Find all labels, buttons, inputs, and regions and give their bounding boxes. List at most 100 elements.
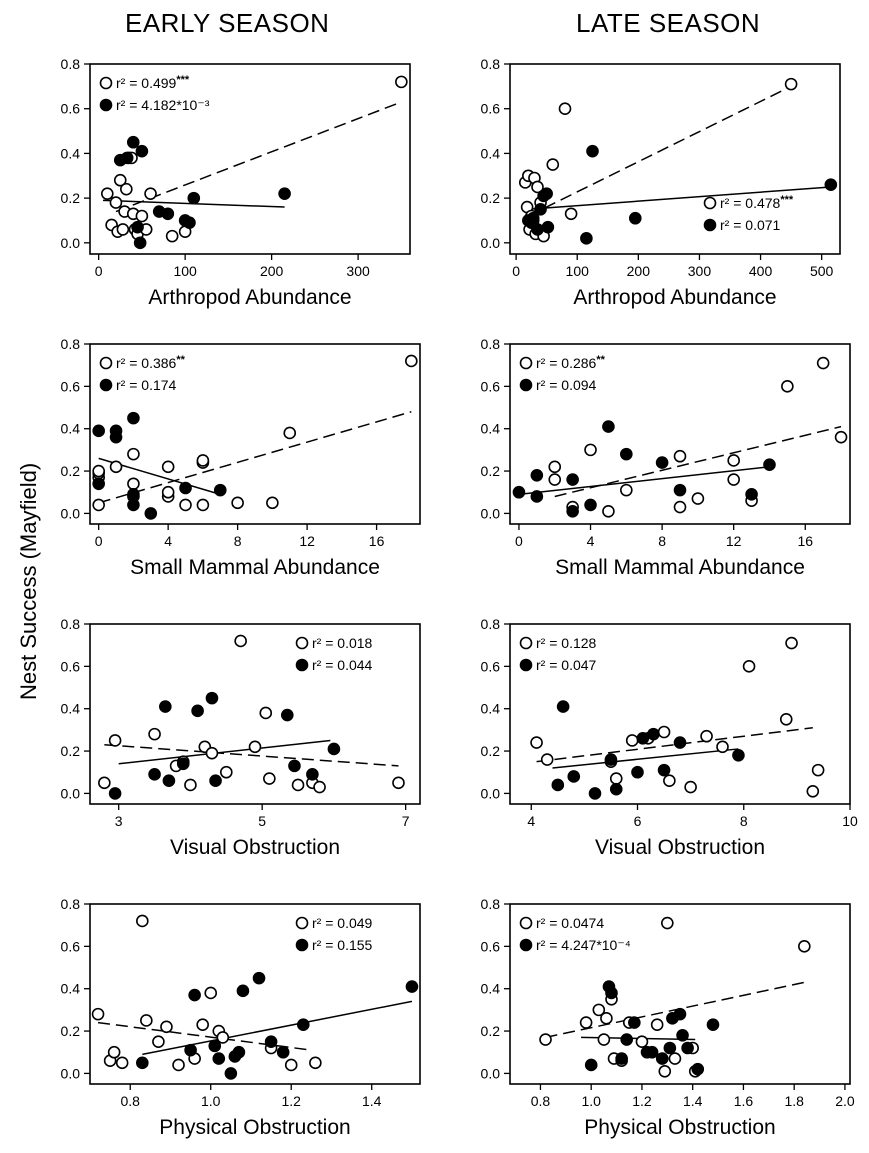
plot-frame	[89, 63, 411, 255]
filled-data-point	[405, 980, 419, 993]
open-data-point	[716, 740, 729, 754]
open-data-point	[109, 460, 123, 474]
filled-data-point	[109, 424, 123, 438]
x-tick-label: 100	[566, 263, 590, 279]
open-data-point	[673, 500, 687, 514]
filled-data-point	[276, 1045, 290, 1059]
y-tick-label: 0.8	[481, 56, 501, 72]
open-data-point	[540, 753, 554, 766]
open-data-point	[668, 1052, 682, 1065]
filled-data-point	[161, 207, 175, 221]
open-data-point	[620, 483, 633, 497]
open-data-point	[144, 187, 157, 200]
legend-marker-open	[519, 916, 533, 930]
filled-data-point	[176, 757, 190, 771]
y-tick-label: 0.4	[61, 701, 81, 717]
panel-late-visual: 0.0 0.2 0.4 0.6 0.8 4 6 8 10 Visual Obstruction r²…	[481, 616, 858, 859]
filled-data-point	[133, 236, 147, 250]
legend-r2-text: r² = 4.247*10⁻⁴	[536, 937, 631, 953]
filled-data-point	[567, 770, 581, 783]
open-data-point	[161, 460, 175, 474]
legend-r2-text: r² = 0.155	[312, 937, 373, 953]
plot-frame	[509, 63, 841, 255]
legend-stat: r² = 0.386**	[116, 354, 186, 371]
filled-data-point	[531, 223, 544, 236]
open-fit-line	[104, 743, 399, 767]
x-tick-label: 1.0	[201, 1093, 221, 1109]
legend-r2-text: r² = 0.018	[312, 635, 373, 651]
open-fit-line	[115, 101, 402, 213]
y-tick-label: 0.6	[61, 658, 81, 674]
open-data-point	[115, 1056, 129, 1070]
x-tick-label: 0	[515, 533, 523, 549]
open-data-point	[172, 1058, 185, 1072]
filled-data-point	[131, 220, 144, 234]
open-data-point	[127, 447, 140, 461]
legend-marker-open	[519, 356, 533, 370]
filled-data-point	[179, 481, 192, 495]
plot-frame	[89, 623, 421, 805]
plot-frame	[509, 623, 851, 805]
open-data-point	[116, 223, 130, 236]
open-data-point	[785, 636, 798, 650]
open-data-point	[220, 765, 233, 779]
filled-data-point	[512, 485, 526, 499]
x-tick-label: 16	[369, 533, 385, 549]
filled-data-point	[144, 507, 158, 520]
legend-r2-text: r² = 0.174	[116, 377, 177, 393]
filled-data-point	[636, 732, 650, 745]
open-data-point	[806, 784, 820, 798]
x-tick-label: 8	[740, 813, 748, 829]
filled-fit-line	[518, 466, 770, 496]
open-data-point	[405, 354, 418, 368]
filled-data-point	[588, 787, 602, 800]
x-tick-label: 5	[258, 813, 266, 829]
y-tick-label: 0.8	[61, 56, 81, 72]
plot-frame	[89, 343, 421, 525]
filled-data-point	[615, 1052, 628, 1065]
x-axis-label: Visual Obstruction	[170, 836, 340, 859]
legend-marker-filled	[703, 218, 717, 232]
filled-data-point	[184, 1043, 197, 1057]
open-data-point	[148, 727, 161, 741]
open-data-point	[266, 496, 279, 510]
open-data-point	[161, 485, 175, 499]
filled-data-point	[136, 1056, 149, 1070]
legend-marker-filled	[295, 658, 309, 672]
y-tick-label: 0.8	[481, 616, 501, 632]
filled-data-point	[208, 1039, 222, 1053]
x-tick-label: 16	[797, 533, 813, 549]
legend-marker-filled	[519, 658, 533, 672]
y-tick-label: 0.8	[481, 336, 501, 352]
filled-data-point	[224, 1067, 238, 1080]
open-data-point	[91, 1007, 105, 1021]
open-data-point	[109, 196, 123, 209]
legend-r2-text: r² = 0.128	[536, 635, 597, 651]
filled-data-point	[655, 1052, 669, 1065]
x-tick-label: 100	[173, 263, 197, 279]
open-data-point	[248, 740, 262, 754]
open-data-point	[700, 729, 713, 743]
legend-stat: r² = 0.094	[536, 377, 597, 393]
open-data-point	[196, 454, 210, 467]
open-data-point	[597, 1033, 611, 1046]
filled-data-point	[732, 748, 745, 762]
panel-late-physical: 0.0 0.2 0.4 0.6 0.8 0.8 1.0 1.2 1.4 1.6 1.8 2.0 Phys…	[481, 896, 855, 1139]
filled-data-point	[92, 477, 105, 491]
legend-r2-text: r² = 0.478	[720, 195, 781, 211]
legend-stat: r² = 0.071	[720, 217, 781, 233]
y-tick-label: 0.4	[481, 145, 501, 161]
filled-data-point	[188, 988, 201, 1002]
filled-data-point	[673, 483, 687, 497]
y-tick-label: 0.2	[481, 1023, 501, 1039]
x-axis-label: Small Mammal Abundance	[130, 556, 380, 579]
x-tick-label: 300	[346, 263, 370, 279]
open-data-point	[531, 180, 544, 194]
open-data-point	[564, 207, 578, 221]
open-data-point	[395, 75, 408, 89]
y-tick-label: 0.8	[61, 336, 81, 352]
open-data-point	[152, 1035, 165, 1048]
legend-marker-open	[519, 636, 533, 650]
legend-r2-text: r² = 0.071	[720, 217, 781, 233]
open-data-point	[742, 660, 756, 673]
